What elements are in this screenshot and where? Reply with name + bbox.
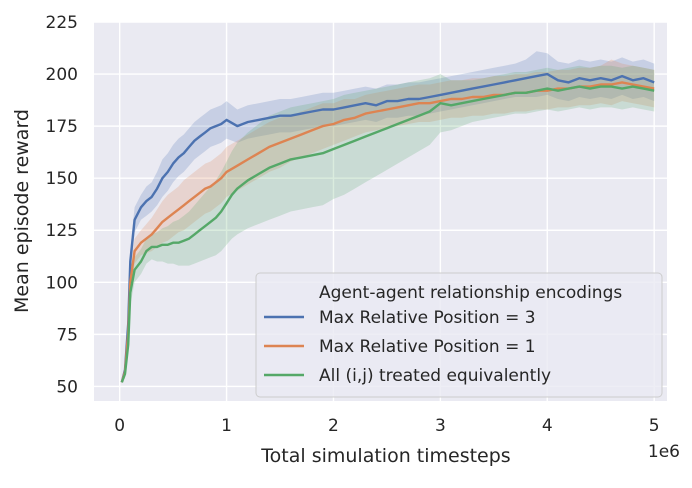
x-tick-label-1: 1 bbox=[221, 416, 232, 436]
x-tick-labels: 0 1 2 3 4 5 bbox=[114, 416, 659, 436]
x-axis-multiplier: 1e6 bbox=[648, 442, 680, 462]
x-tick-label-0: 0 bbox=[114, 416, 125, 436]
legend-label-max-relative-position-3: Max Relative Position = 3 bbox=[319, 308, 536, 328]
y-axis-label: Mean episode reward bbox=[11, 109, 33, 313]
y-tick-label-5: 175 bbox=[46, 117, 78, 137]
band-series-1 bbox=[121, 59, 655, 383]
legend-label-max-relative-position-1: Max Relative Position = 1 bbox=[319, 337, 536, 357]
y-tick-label-7: 225 bbox=[46, 13, 78, 33]
x-axis-label: Total simulation timesteps bbox=[260, 445, 510, 467]
band-series-0 bbox=[121, 51, 655, 383]
y-tick-label-2: 100 bbox=[46, 273, 78, 293]
line-series-1 bbox=[120, 81, 655, 383]
x-tick-label-4: 4 bbox=[542, 416, 553, 436]
line-series-0 bbox=[120, 72, 655, 383]
x-tick-label-3: 3 bbox=[435, 416, 446, 436]
y-tick-label-4: 150 bbox=[46, 169, 78, 189]
y-tick-labels: 50 75 100 125 150 175 200 225 bbox=[46, 13, 78, 397]
legend-label-all-ij-equivalent: All (i,j) treated equivalently bbox=[319, 366, 551, 386]
y-tick-label-1: 75 bbox=[56, 325, 78, 345]
line-series-2 bbox=[120, 85, 655, 383]
legend-title: Agent-agent relationship encodings bbox=[319, 283, 622, 303]
y-tick-label-3: 125 bbox=[46, 221, 78, 241]
y-tick-label-0: 50 bbox=[56, 377, 78, 397]
x-tick-label-2: 2 bbox=[328, 416, 339, 436]
legend: Agent-agent relationship encodings Max R… bbox=[255, 272, 663, 398]
y-tick-label-6: 200 bbox=[46, 65, 78, 85]
x-tick-label-5: 5 bbox=[649, 416, 660, 436]
confidence-bands bbox=[121, 51, 655, 383]
series-lines bbox=[120, 72, 655, 383]
legend-frame bbox=[255, 272, 663, 398]
grid bbox=[94, 21, 667, 401]
band-series-2 bbox=[121, 65, 655, 383]
